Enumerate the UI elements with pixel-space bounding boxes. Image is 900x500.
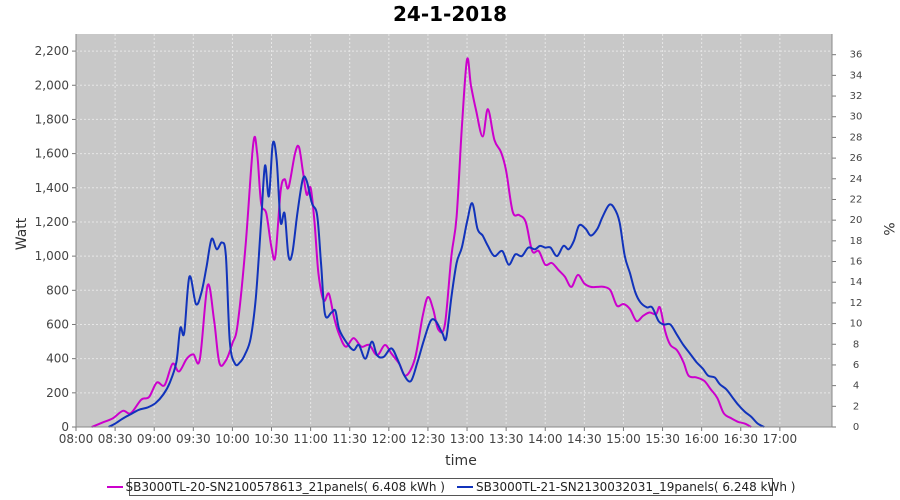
- y2-tick-label: 0: [853, 422, 859, 433]
- axes: 08:00 08:30 09:00 09:30 10:00 10:30 11:00 11:30…: [35, 34, 863, 446]
- x-tick-label: 09:00: [137, 432, 172, 446]
- y-axis-label: Watt: [14, 217, 30, 250]
- y2-tick-label: 26: [850, 153, 863, 164]
- y-tick-label: 600: [46, 317, 69, 331]
- x-tick-label: 12:30: [411, 432, 446, 446]
- y-tick-label: 0: [61, 420, 69, 434]
- y2-tick-label: 4: [853, 381, 859, 392]
- legend-item-series-1: SB3000TL-20-SN2100578613_21panels( 6.408…: [106, 480, 445, 494]
- y2-tick-label: 2: [853, 401, 859, 412]
- y2-tick-label: 30: [850, 112, 863, 123]
- y2-tick-label: 10: [850, 319, 863, 330]
- y-tick-label: 1,200: [35, 215, 69, 229]
- y-tick-label: 1,800: [35, 112, 69, 126]
- y-tick-label: 800: [46, 283, 69, 297]
- y2-tick-label: 16: [850, 257, 863, 268]
- x-tick-label: 15:30: [645, 432, 680, 446]
- x-tick-label: 16:00: [684, 432, 719, 446]
- x-tick-label: 11:30: [332, 432, 367, 446]
- y2-tick-label: 18: [850, 236, 863, 247]
- y2-tick-label: 32: [850, 91, 863, 102]
- chart-legend: SB3000TL-20-SN2100578613_21panels( 6.408…: [106, 478, 795, 496]
- y2-tick-label: 34: [850, 70, 863, 81]
- chart-title: 24-1-2018: [393, 2, 507, 26]
- y2-tick-label: 6: [853, 360, 859, 371]
- x-tick-label: 16:30: [723, 432, 758, 446]
- x-axis-label: time: [445, 453, 477, 469]
- y2-tick-label: 12: [850, 298, 863, 309]
- y2-tick-label: 36: [850, 50, 863, 61]
- legend-swatch-series-2: [457, 486, 473, 488]
- y-tick-label: 1,000: [35, 249, 69, 263]
- legend-label-series-2: SB3000TL-21-SN2130032031_19panels( 6.248…: [476, 480, 796, 494]
- y2-tick-label: 28: [850, 132, 863, 143]
- x-tick-label: 14:00: [528, 432, 563, 446]
- x-tick-label: 10:30: [254, 432, 289, 446]
- y-tick-label: 200: [46, 386, 69, 400]
- y2-tick-label: 8: [853, 339, 859, 350]
- x-tick-label: 08:30: [98, 432, 133, 446]
- x-tick-label: 12:00: [372, 432, 407, 446]
- y2-tick-label: 14: [850, 277, 863, 288]
- legend-swatch-series-1: [106, 486, 123, 488]
- plot-area: [76, 34, 832, 427]
- x-tick-label: 13:30: [489, 432, 524, 446]
- x-tick-label: 10:00: [215, 432, 250, 446]
- y-tick-label: 400: [46, 352, 69, 366]
- y-tick-label: 1,600: [35, 147, 69, 161]
- x-tick-label: 11:00: [293, 432, 328, 446]
- y-tick-label: 2,200: [35, 44, 69, 58]
- y-tick-label: 2,000: [35, 78, 69, 92]
- y2-tick-label: 22: [850, 194, 863, 205]
- series-line-1: [91, 57, 752, 428]
- x-tick-label: 13:00: [450, 432, 485, 446]
- x-tick-label: 15:00: [606, 432, 641, 446]
- x-tick-label: 14:30: [567, 432, 602, 446]
- x-tick-label: 17:00: [763, 432, 798, 446]
- y2-axis-label: %: [880, 222, 896, 235]
- legend-label-series-1: SB3000TL-20-SN2100578613_21panels( 6.408…: [125, 480, 445, 494]
- series-layer: [91, 57, 765, 428]
- y2-tick-label: 20: [850, 215, 863, 226]
- x-tick-label: 09:30: [176, 432, 211, 446]
- x-tick-label: 08:00: [59, 432, 94, 446]
- y2-tick-label: 24: [850, 174, 863, 185]
- y-tick-label: 1,400: [35, 181, 69, 195]
- series-line-2: [108, 140, 765, 428]
- legend-item-series-2: SB3000TL-21-SN2130032031_19panels( 6.248…: [457, 480, 795, 494]
